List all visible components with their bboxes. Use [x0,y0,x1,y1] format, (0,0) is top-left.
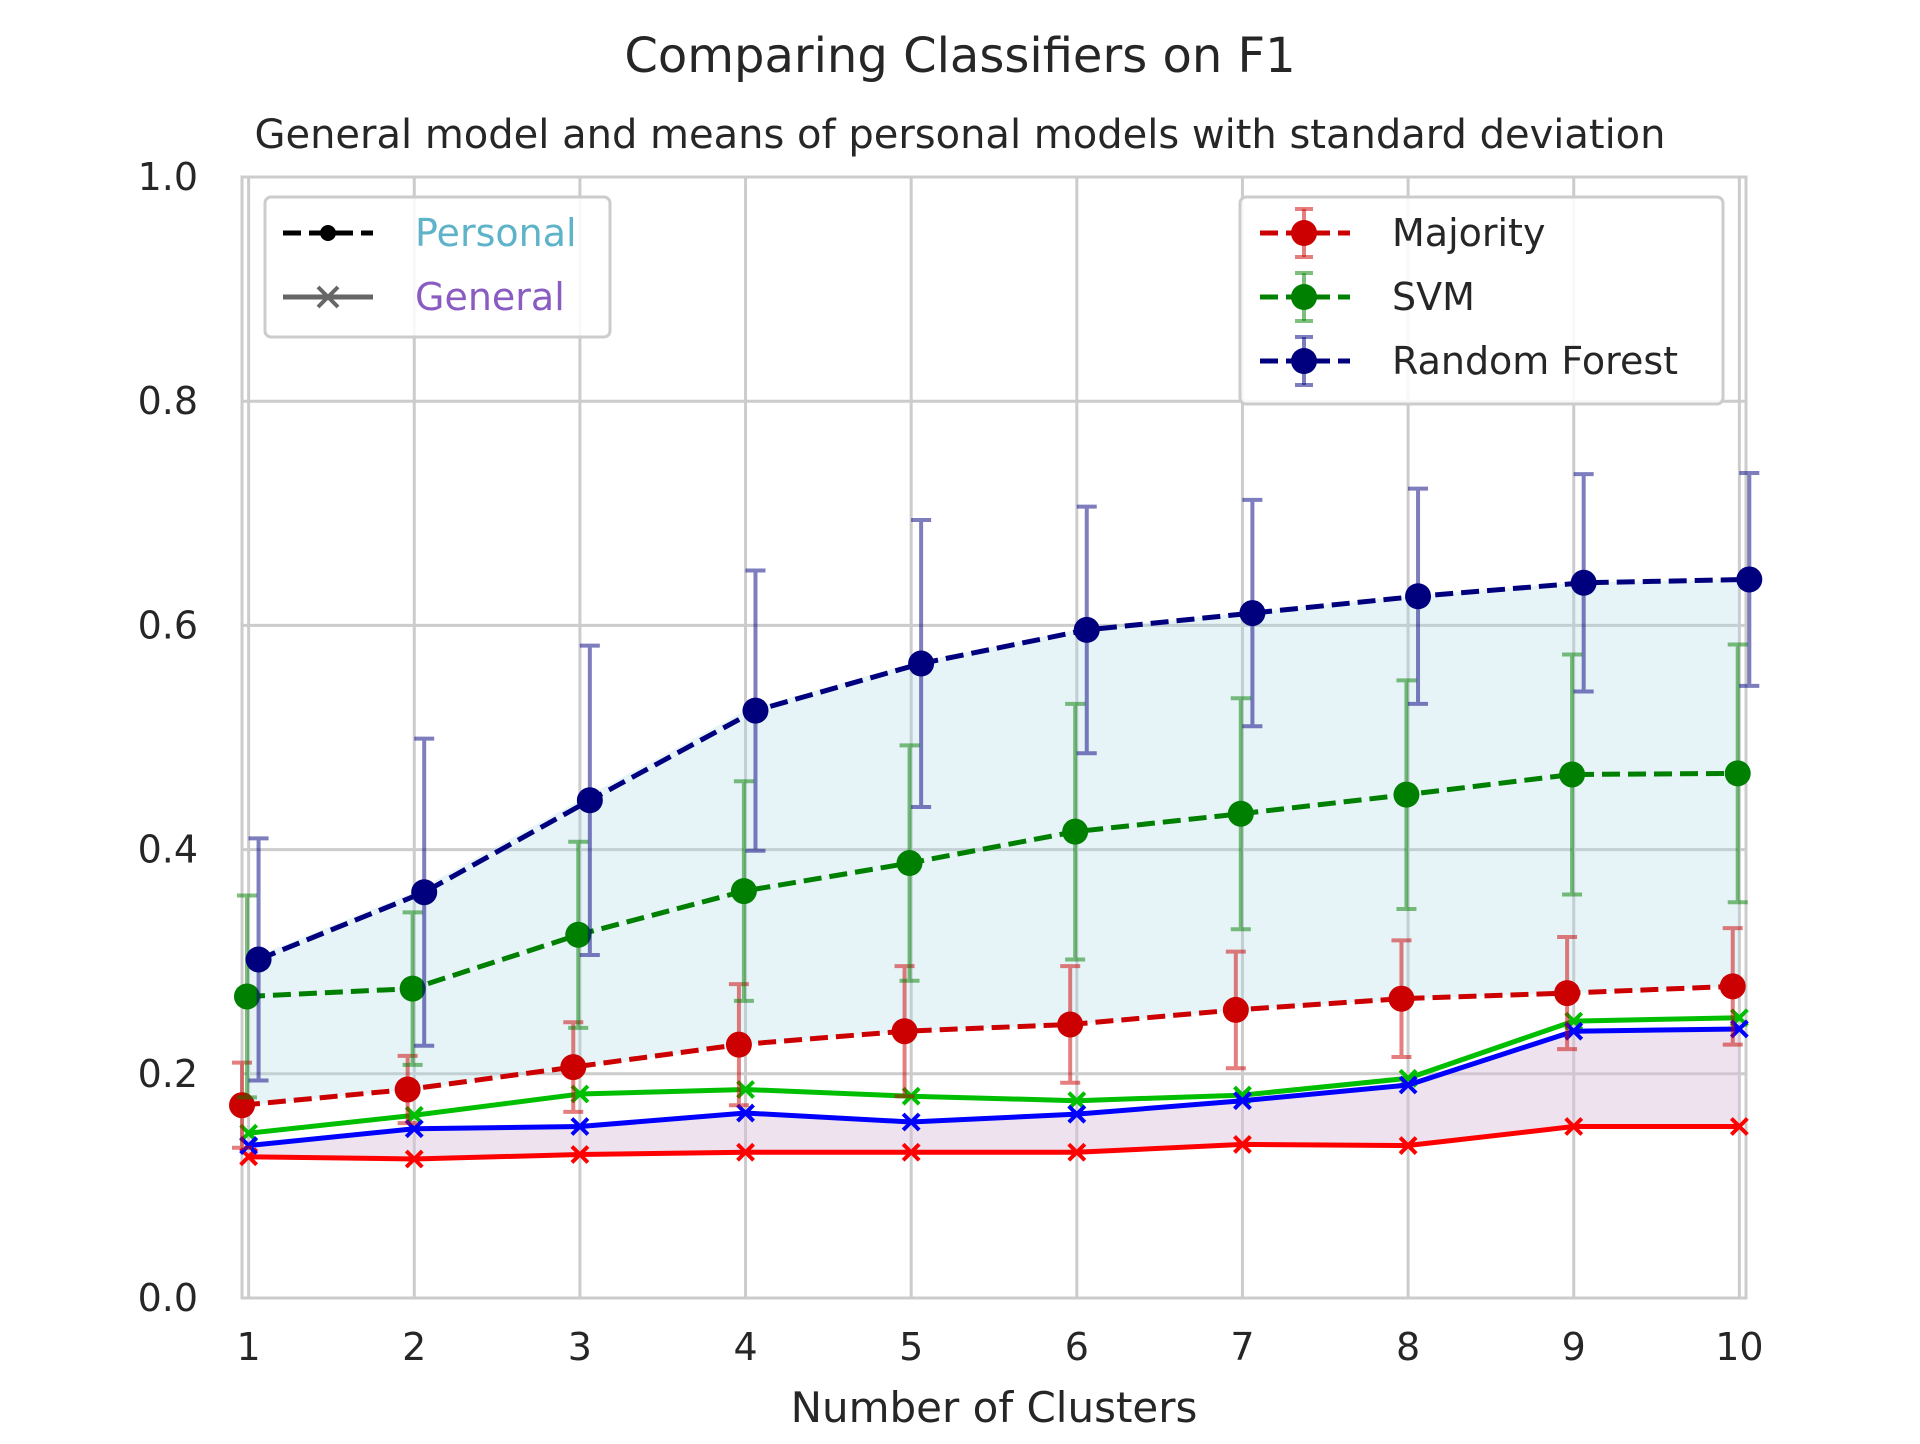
personal-svm-point [1724,760,1751,787]
general-random-forest-point [1067,1104,1087,1124]
personal-random-forest-point [1239,600,1266,627]
personal-random-forest-point [411,879,438,906]
personal-majority-line [241,983,1733,1108]
personal-majority-point [394,1076,421,1103]
legend-personal-label: Personal [415,211,577,255]
legend-personal-marker [320,225,336,241]
y-tick-label: 1.0 [138,155,198,199]
general-majority-point [1233,1135,1252,1154]
general-majority-point [1067,1142,1087,1162]
personal-majority-point [1222,996,1249,1023]
legends: Personal General Majority SVM Random Forest [263,195,1725,406]
general-majority-line [248,1123,1740,1162]
general-majority-point [570,1145,590,1164]
general-majority-point [901,1142,921,1162]
general-random-forest-line [248,1026,1740,1149]
personal-random-forest-point [1405,583,1432,610]
personal-random-forest-point [245,946,272,973]
x-tick-label: 8 [1396,1325,1420,1369]
general-majority-point [1564,1117,1584,1136]
personal-svm-point [1559,761,1586,788]
personal-majority-point [1554,980,1581,1007]
legend-marker [1291,220,1317,246]
personal-majority-point [560,1054,587,1081]
legend-label: Majority [1392,211,1545,255]
x-tick-label: 7 [1230,1325,1254,1369]
personal-majority-point [725,1031,752,1058]
personal-random-forest-point [742,697,769,724]
general-random-forest-point [570,1117,590,1136]
shaded-region-personal [248,579,1740,1106]
legend-general-label: General [415,275,565,319]
general-random-forest-point [901,1112,921,1132]
personal-svm-line [246,770,1738,999]
legend-frame [1238,195,1725,406]
legend-marker [1291,348,1317,374]
shaded-regions [248,579,1740,1159]
x-axis-label: Number of Clusters [791,1383,1198,1432]
x-tick-label: 9 [1562,1325,1586,1369]
tick-labels: 0.0 0.2 0.4 0.6 0.8 1.0 1 2 3 4 5 6 7 8 9 10 [138,155,1764,1369]
general-majority-point [1398,1136,1418,1155]
legend-label: SVM [1392,275,1475,319]
personal-svm-point [1393,781,1420,808]
general-random-forest-point [1233,1091,1252,1111]
personal-majority-point [1388,985,1415,1012]
x-tick-label: 10 [1715,1325,1763,1369]
legend-entry: Majority [1260,207,1545,259]
personal-svm-point [565,921,592,948]
x-tick-label: 6 [1065,1325,1089,1369]
personal-random-forest-line [257,576,1750,962]
personal-random-forest-point [908,650,935,677]
personal-svm-point [233,983,260,1010]
legend-marker [1291,284,1317,310]
x-tick-label: 3 [568,1325,592,1369]
personal-random-forest-point [1736,566,1763,593]
personal-majority-point [1057,1011,1084,1038]
general-random-forest-point [736,1103,755,1123]
legend-entry: Random Forest [1260,335,1678,387]
shaded-region-general [248,1028,1740,1159]
general-majority-point [404,1149,424,1169]
y-tick-label: 0.4 [138,828,198,872]
chart-subtitle: General model and means of personal mode… [254,112,1665,158]
personal-svm-point [1062,818,1089,845]
general-majority-point [1729,1117,1749,1136]
legend-label: Random Forest [1392,339,1678,383]
legend-classifiers: Majority SVM Random Forest [1238,195,1725,406]
legend-general-marker [316,285,340,309]
legend-entry: SVM [1260,271,1475,323]
y-tick-label: 0.8 [138,379,198,423]
chart-title: Comparing Classifiers on F1 [624,28,1295,84]
personal-majority-point [891,1018,918,1045]
general-svm-line [248,1015,1740,1136]
x-tick-label: 1 [237,1325,261,1369]
x-tick-label: 2 [402,1325,426,1369]
personal-svm-point [399,975,426,1002]
personal-random-forest-point [1570,569,1597,596]
general-majority-point [736,1142,755,1162]
y-tick-label: 0.2 [138,1052,198,1096]
personal-svm-point [730,878,757,905]
y-tick-label: 0.0 [138,1276,198,1320]
personal-majority-point [1719,973,1746,1000]
general-random-forest-point [1398,1075,1418,1095]
personal-random-forest-point [576,787,603,814]
x-tick-label: 5 [899,1325,923,1369]
x-tick-label: 4 [733,1325,757,1369]
personal-random-forest-point [1073,616,1100,643]
legend-model-type: Personal General [263,195,612,339]
series-lines [229,470,1763,1169]
personal-svm-point [1227,800,1254,827]
personal-svm-point [896,850,923,877]
y-tick-label: 0.6 [138,603,198,647]
